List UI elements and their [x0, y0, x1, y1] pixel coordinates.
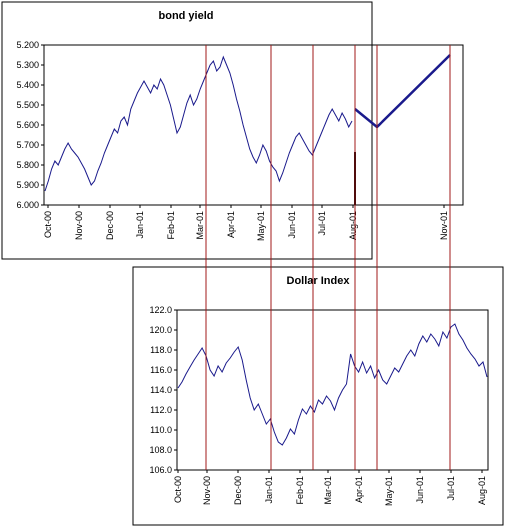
y-tick-label: 122.0 — [149, 305, 172, 315]
bond-yield-title: bond yield — [159, 10, 214, 22]
y-tick-label: 6.000 — [16, 200, 39, 210]
y-tick-label: 120.0 — [149, 325, 172, 335]
x-tick-label: Jul-01 — [446, 476, 456, 501]
y-tick-label: 108.0 — [149, 445, 172, 455]
dollar-index-title: Dollar Index — [287, 275, 351, 287]
y-tick-label: 5.700 — [16, 140, 39, 150]
x-tick-label: Mar-01 — [195, 211, 205, 240]
y-tick-label: 5.900 — [16, 180, 39, 190]
y-tick-label: 5.800 — [16, 160, 39, 170]
dollar-index-y-axis: 106.0 108.0 110.0 112.0 114.0 116.0 118.0 120.0… — [149, 305, 177, 475]
x-tick-label: Nov-00 — [74, 211, 84, 240]
y-tick-label: 114.0 — [150, 385, 172, 395]
y-tick-label: 5.500 — [16, 100, 39, 110]
x-tick-label: Jan-01 — [135, 211, 145, 239]
x-tick-label: Mar-01 — [323, 476, 333, 505]
x-tick-label: Nov-01 — [439, 211, 449, 240]
bond-yield-chart: bond yield 5.200 5.300 5.400 5.500 5.600 5.70… — [1, 1, 464, 260]
x-tick-label: Jun-01 — [415, 476, 425, 504]
x-tick-label: Oct-00 — [43, 211, 53, 238]
bond-yield-x-axis: Oct-00 Nov-00 Dec-00 Jan-01 Feb-01 Mar-01 Apr-… — [43, 205, 449, 241]
x-tick-label: Feb-01 — [166, 211, 176, 240]
x-tick-label: Apr-01 — [226, 211, 236, 238]
x-tick-label: Jan-01 — [264, 476, 274, 504]
y-tick-label: 118.0 — [150, 345, 172, 355]
y-tick-label: 5.400 — [16, 80, 39, 90]
x-tick-label: Aug-01 — [348, 211, 358, 240]
y-tick-label: 5.300 — [16, 60, 39, 70]
y-tick-label: 5.200 — [16, 40, 39, 50]
x-tick-label: Jun-01 — [287, 211, 297, 239]
dollar-index-series-line — [177, 323, 488, 446]
y-tick-label: 116.0 — [150, 365, 172, 375]
x-tick-label: Dec-00 — [233, 476, 243, 505]
x-tick-label: Oct-00 — [173, 476, 183, 503]
x-tick-label: Dec-00 — [105, 211, 115, 240]
x-tick-label: Nov-00 — [202, 476, 212, 505]
x-tick-label: May-01 — [384, 476, 394, 506]
x-tick-label: Jul-01 — [317, 211, 327, 236]
bond-yield-y-axis: 5.200 5.300 5.400 5.500 5.600 5.700 5.800 5.900… — [16, 40, 44, 210]
guide-lines — [205, 45, 451, 470]
x-tick-label: Aug-01 — [477, 476, 487, 505]
dollar-index-chart: Dollar Index 106.0 108.0 110.0 112.0 114.0 11… — [132, 266, 504, 526]
y-tick-label: 5.600 — [16, 120, 39, 130]
y-tick-label: 112.0 — [150, 405, 172, 415]
bond-yield-series-line — [44, 55, 353, 192]
dollar-index-x-axis: Oct-00 Nov-00 Dec-00 Jan-01 Feb-01 Mar-01 Apr-… — [173, 470, 487, 506]
y-tick-label: 106.0 — [149, 465, 172, 475]
y-tick-label: 110.0 — [150, 425, 172, 435]
x-tick-label: Apr-01 — [354, 476, 364, 503]
x-tick-label: Feb-01 — [295, 476, 305, 505]
x-tick-label: May-01 — [256, 211, 266, 241]
